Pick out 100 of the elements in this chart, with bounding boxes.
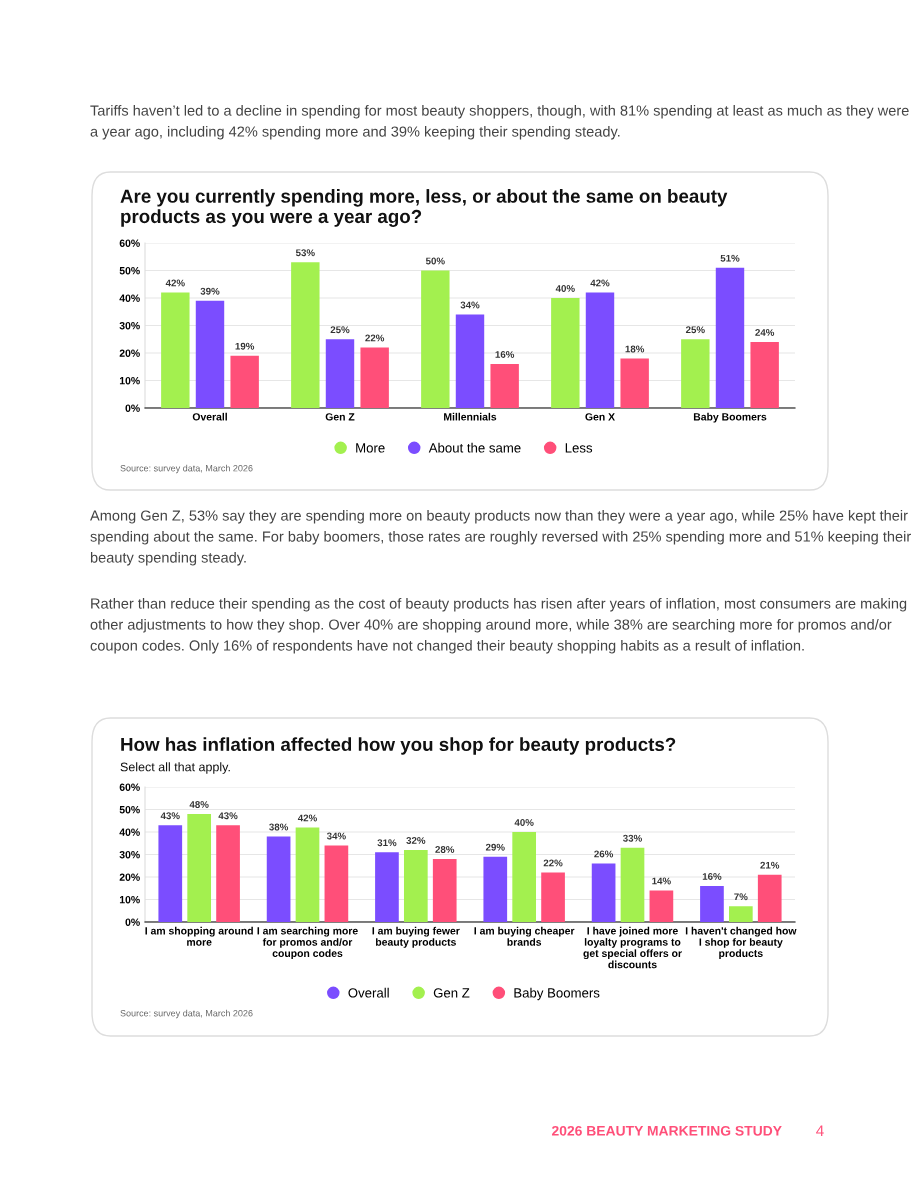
bar — [421, 270, 450, 408]
bar — [757, 874, 782, 922]
bar — [403, 850, 428, 922]
bar — [375, 852, 399, 922]
y-tick-label: 10% — [119, 377, 140, 385]
y-tick-label: 0% — [125, 404, 140, 412]
x-tick-label: I haven't changed how I shop for beauty products — [685, 926, 797, 960]
bar — [715, 267, 745, 408]
data-label: 28% — [435, 846, 455, 853]
source-note: Source: survey data, March 2026 — [120, 464, 253, 474]
x-tick-label: Baby Boomers — [693, 412, 767, 423]
bar — [585, 292, 615, 408]
data-label: 38% — [269, 823, 289, 831]
bar — [266, 836, 291, 922]
bar — [230, 355, 259, 408]
bar — [216, 825, 240, 922]
data-label: 31% — [377, 839, 397, 847]
y-tick-label: 20% — [119, 349, 140, 357]
bar — [195, 300, 225, 408]
legend-label: Less — [565, 443, 593, 453]
y-tick-label: 30% — [119, 851, 140, 859]
bar — [455, 314, 485, 408]
x-tick-label: Overall — [192, 412, 227, 421]
data-label: 42% — [590, 279, 610, 287]
legend-label: Baby Boomers — [514, 987, 600, 1001]
bar — [291, 262, 320, 408]
text: Among Gen Z, 53% say they are spending more on beauty products now than they were a year ago, while 25% have kept their spending about the same. For baby boomers, those rates are roughly reversed with 25% spending more and 51% keeping their beauty spending steady. — [90, 510, 911, 566]
y-tick-label: 30% — [119, 322, 140, 330]
data-label: 22% — [365, 334, 385, 342]
bar — [512, 832, 537, 922]
data-label: 21% — [760, 861, 780, 869]
text: 4 — [816, 1125, 824, 1136]
y-tick-label: 50% — [119, 267, 140, 275]
x-tick-label: I am buying cheaper brands — [474, 926, 575, 946]
chart-subtitle: Select all that apply. — [120, 762, 230, 774]
bar — [750, 342, 779, 408]
bar — [728, 906, 753, 922]
legend-label: About the same — [428, 442, 521, 453]
data-label: 43% — [160, 812, 180, 820]
data-label: 42% — [297, 814, 317, 822]
y-tick-label: 10% — [119, 896, 140, 904]
y-tick-label: 20% — [119, 873, 140, 881]
bar — [681, 339, 710, 408]
data-label: 40% — [514, 819, 534, 826]
x-tick-label: I am buying fewer beauty products — [372, 926, 460, 948]
y-tick-label: 40% — [119, 294, 140, 302]
y-tick-label: 50% — [119, 806, 140, 814]
data-label: 50% — [425, 257, 445, 265]
data-label: 14% — [652, 877, 671, 885]
data-label: 16% — [702, 873, 722, 880]
data-label: 18% — [625, 345, 645, 353]
legend-label: Gen Z — [433, 988, 470, 998]
data-label: 43% — [218, 812, 238, 820]
bar — [551, 298, 580, 408]
data-label: 39% — [200, 287, 220, 295]
bar — [161, 292, 190, 408]
bar — [360, 347, 389, 408]
y-tick-label: 40% — [119, 828, 140, 836]
x-tick-label: I am shopping around more — [145, 926, 253, 946]
data-label: 33% — [622, 834, 642, 842]
bar — [325, 339, 355, 408]
data-label: 16% — [495, 351, 515, 358]
bar — [649, 890, 674, 922]
source-note: Source: survey data, March 2026 — [120, 1009, 253, 1019]
bar — [483, 856, 508, 922]
text: Tariffs haven’t led to a decline in spending for most beauty shoppers, though, with 81% spending at least as much as they were a year ago, including 42% spending more and 39% keeping their spending steady. — [90, 105, 909, 140]
data-label: 25% — [330, 326, 350, 334]
bar — [620, 847, 645, 922]
data-label: 40% — [555, 285, 575, 292]
data-label: 26% — [594, 850, 614, 858]
data-label: 29% — [485, 843, 505, 851]
data-label: 32% — [406, 837, 426, 844]
data-label: 48% — [189, 801, 209, 808]
data-label: 34% — [326, 832, 346, 840]
bar — [541, 872, 565, 922]
data-label: 34% — [460, 301, 480, 309]
bar — [158, 825, 183, 922]
data-label: 53% — [295, 249, 315, 257]
chart-title: Are you currently spending more, less, or about the same on beauty products as you were a year ago? — [120, 189, 728, 227]
x-tick-label: Gen X — [585, 413, 615, 421]
data-label: 24% — [755, 329, 775, 336]
data-label: 51% — [720, 254, 740, 262]
x-tick-label: I have joined more loyalty programs to get special offers or discounts — [583, 926, 682, 969]
bar — [187, 814, 212, 922]
chart-title: How has inflation affected how you shop for beauty products? — [121, 737, 676, 755]
data-label: 19% — [235, 342, 255, 350]
bar — [432, 859, 457, 922]
legend-label: Overall — [348, 987, 389, 998]
bar — [620, 358, 649, 408]
x-tick-label: Gen Z — [325, 413, 355, 421]
bar — [324, 845, 349, 922]
y-tick-label: 60% — [119, 783, 140, 791]
y-tick-label: 0% — [125, 918, 140, 926]
data-label: 42% — [165, 279, 185, 287]
data-label: 22% — [543, 859, 563, 867]
data-label: 25% — [685, 326, 705, 334]
text: Rather than reduce their spending as the cost of beauty products has risen after years of inflation, most consumers are making other adjustments to how they shop. Over 40% are shopping around more, while 38% are searching more for promos and/or coupon codes. Only 16% of respondents have not changed their beauty shopping habits as a result of inflation. — [90, 598, 907, 654]
bar — [295, 827, 320, 922]
data-label: 7% — [734, 893, 748, 901]
bar — [591, 863, 616, 922]
